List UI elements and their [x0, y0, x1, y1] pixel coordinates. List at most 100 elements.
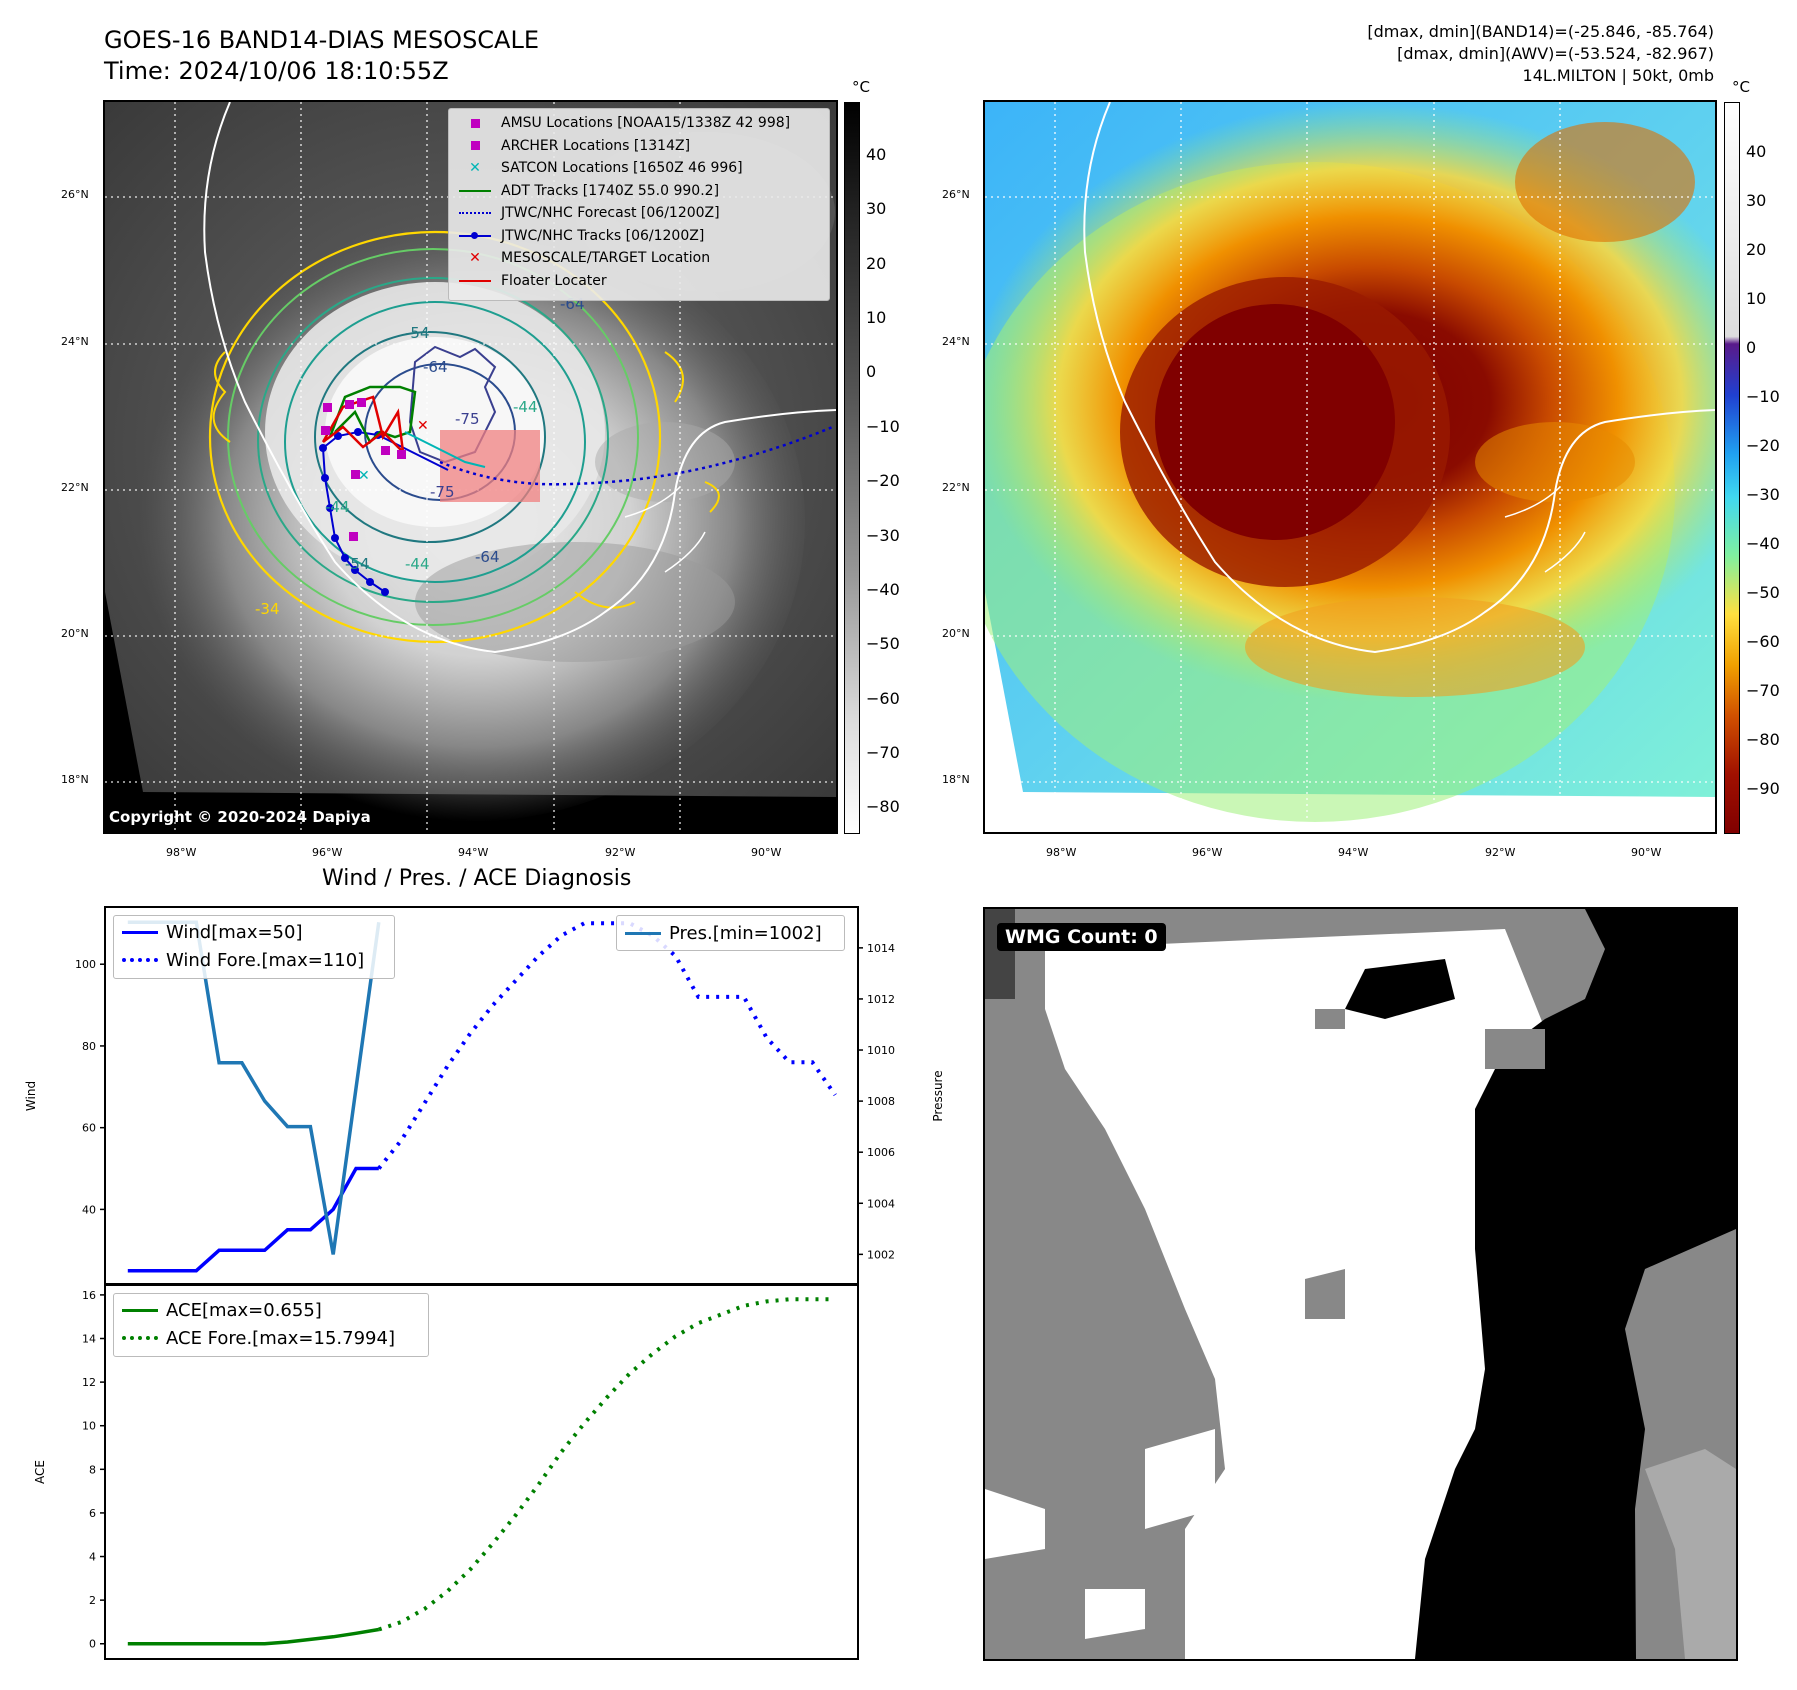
pressure-legend: Pres.[min=1002]	[616, 915, 845, 951]
lon-label: 96°W	[1192, 846, 1223, 859]
ytick-label: 2	[89, 1594, 96, 1607]
ytick-label: 100	[75, 958, 96, 971]
right-colorbar-unit: °C	[1732, 78, 1750, 96]
awv-map	[983, 100, 1717, 834]
lat-label: 22°N	[61, 481, 89, 494]
legend-pressure: Pres.[min=1002]	[617, 918, 844, 948]
cbar-tick: −20	[1746, 436, 1780, 455]
lat-label: 26°N	[942, 188, 970, 201]
cbar-tick: 0	[866, 362, 877, 381]
wind-legend: Wind[max=50] Wind Fore.[max=110]	[113, 915, 395, 979]
lat-label: 24°N	[942, 335, 970, 348]
cbar-tick: −40	[1746, 534, 1780, 553]
ytick-label: 12	[82, 1376, 96, 1389]
left-colorbar-unit: °C	[852, 78, 870, 96]
ytick-label: 40	[82, 1203, 96, 1216]
y2tick-label: 1004	[867, 1197, 895, 1210]
legend-wind-forecast: Wind Fore.[max=110]	[114, 946, 394, 974]
wmg-count-badge: WMG Count: 0	[997, 923, 1166, 951]
contour-label: -44	[405, 555, 430, 573]
cbar-tick: 30	[1746, 191, 1767, 210]
wmg-panel: WMG Count: 0	[983, 907, 1738, 1661]
series-line-0	[127, 1166, 379, 1273]
ytick-label: 8	[89, 1463, 96, 1476]
awv-map-image	[985, 102, 1715, 832]
lon-label: 98°W	[1046, 846, 1077, 859]
cbar-tick: −60	[866, 689, 900, 708]
cbar-tick: −40	[866, 580, 900, 599]
contour-label: -34	[255, 600, 280, 618]
legend-ace: ACE[max=0.655]	[114, 1296, 428, 1324]
contour-label: -64	[475, 548, 500, 566]
figure-time: Time: 2024/10/06 18:10:55Z	[104, 57, 449, 85]
y2tick-label: 1006	[867, 1146, 895, 1159]
left-colorbar	[844, 102, 860, 834]
storm-info: 14L.MILTON | 50kt, 0mb	[1522, 66, 1714, 85]
contour-label: -44	[513, 398, 538, 416]
legend-wind: Wind[max=50]	[114, 918, 394, 946]
wind-ylabel: Wind	[24, 1081, 38, 1111]
lat-label: 22°N	[942, 481, 970, 494]
ytick-label: 80	[82, 1040, 96, 1053]
cbar-tick: −50	[1746, 583, 1780, 602]
lon-label: 92°W	[1485, 846, 1516, 859]
lon-label: 90°W	[1631, 846, 1662, 859]
band14-map: ✕ ✕ -64 -54 -64 -44 -44 -44 -34 -54 -64 …	[103, 100, 838, 834]
contour-label: -75	[455, 410, 480, 428]
lat-label: 18°N	[942, 773, 970, 786]
ytick-label: 6	[89, 1507, 96, 1520]
figure-title: GOES-16 BAND14-DIAS MESOSCALE	[104, 26, 540, 54]
cbar-tick: −80	[866, 797, 900, 816]
cbar-tick: −70	[866, 743, 900, 762]
lon-label: 92°W	[605, 846, 636, 859]
legend-tracks: JTWC/NHC Tracks [06/1200Z]	[449, 225, 829, 248]
cbar-tick: 40	[866, 145, 887, 164]
ytick-label: 16	[82, 1289, 96, 1302]
y2tick-label: 1010	[867, 1044, 895, 1057]
y2tick-label: 1012	[867, 993, 895, 1006]
cbar-tick: 30	[866, 199, 887, 218]
legend-satcon: ✕ SATCON Locations [1650Z 46 996]	[469, 160, 743, 177]
lon-label: 94°W	[1338, 846, 1369, 859]
cbar-tick: −20	[866, 471, 900, 490]
cbar-tick: −90	[1746, 779, 1780, 798]
dmax-band14: [dmax, dmin](BAND14)=(-25.846, -85.764)	[1367, 22, 1714, 41]
ytick-label: 0	[89, 1638, 96, 1651]
series-line-1	[378, 1297, 836, 1632]
diagnosis-title: Wind / Pres. / ACE Diagnosis	[322, 866, 632, 891]
cbar-tick: −30	[866, 526, 900, 545]
svg-text:✕: ✕	[417, 418, 429, 434]
contour-label: -54	[345, 555, 370, 573]
cbar-tick: 0	[1746, 338, 1757, 357]
legend-floater: Floater Locater	[449, 270, 829, 293]
lat-label: 20°N	[942, 627, 970, 640]
legend-adt: ADT Tracks [1740Z 55.0 990.2]	[449, 180, 829, 203]
lat-label: 20°N	[61, 627, 89, 640]
cbar-tick: −10	[1746, 387, 1780, 406]
svg-text:✕: ✕	[358, 468, 370, 484]
pressure-ylabel: Pressure	[931, 1070, 945, 1121]
series-line-1	[377, 921, 837, 1170]
right-colorbar	[1724, 102, 1740, 834]
contour-label: -44	[325, 498, 350, 516]
map-legend: AMSU Locations [NOAA15/1338Z 42 998] ARC…	[448, 108, 830, 301]
cbar-tick: −60	[1746, 632, 1780, 651]
cbar-tick: 10	[1746, 289, 1767, 308]
y2tick-label: 1008	[867, 1095, 895, 1108]
cbar-tick: −30	[1746, 485, 1780, 504]
cbar-tick: −50	[866, 634, 900, 653]
ace-legend: ACE[max=0.655] ACE Fore.[max=15.7994]	[113, 1293, 429, 1357]
contour-label: -64	[423, 358, 448, 376]
dmax-awv: [dmax, dmin](AWV)=(-53.524, -82.967)	[1397, 44, 1714, 63]
ytick-label: 14	[82, 1333, 96, 1346]
y2tick-label: 1014	[867, 942, 895, 955]
cbar-tick: 10	[866, 308, 887, 327]
y2tick-label: 1002	[867, 1248, 895, 1261]
series-line-0	[127, 1627, 380, 1646]
lon-label: 90°W	[751, 846, 782, 859]
lat-label: 18°N	[61, 773, 89, 786]
legend-forecast: JTWC/NHC Forecast [06/1200Z]	[449, 202, 829, 225]
contour-label: -54	[405, 324, 430, 342]
cbar-tick: 40	[1746, 142, 1767, 161]
ytick-label: 60	[82, 1122, 96, 1135]
